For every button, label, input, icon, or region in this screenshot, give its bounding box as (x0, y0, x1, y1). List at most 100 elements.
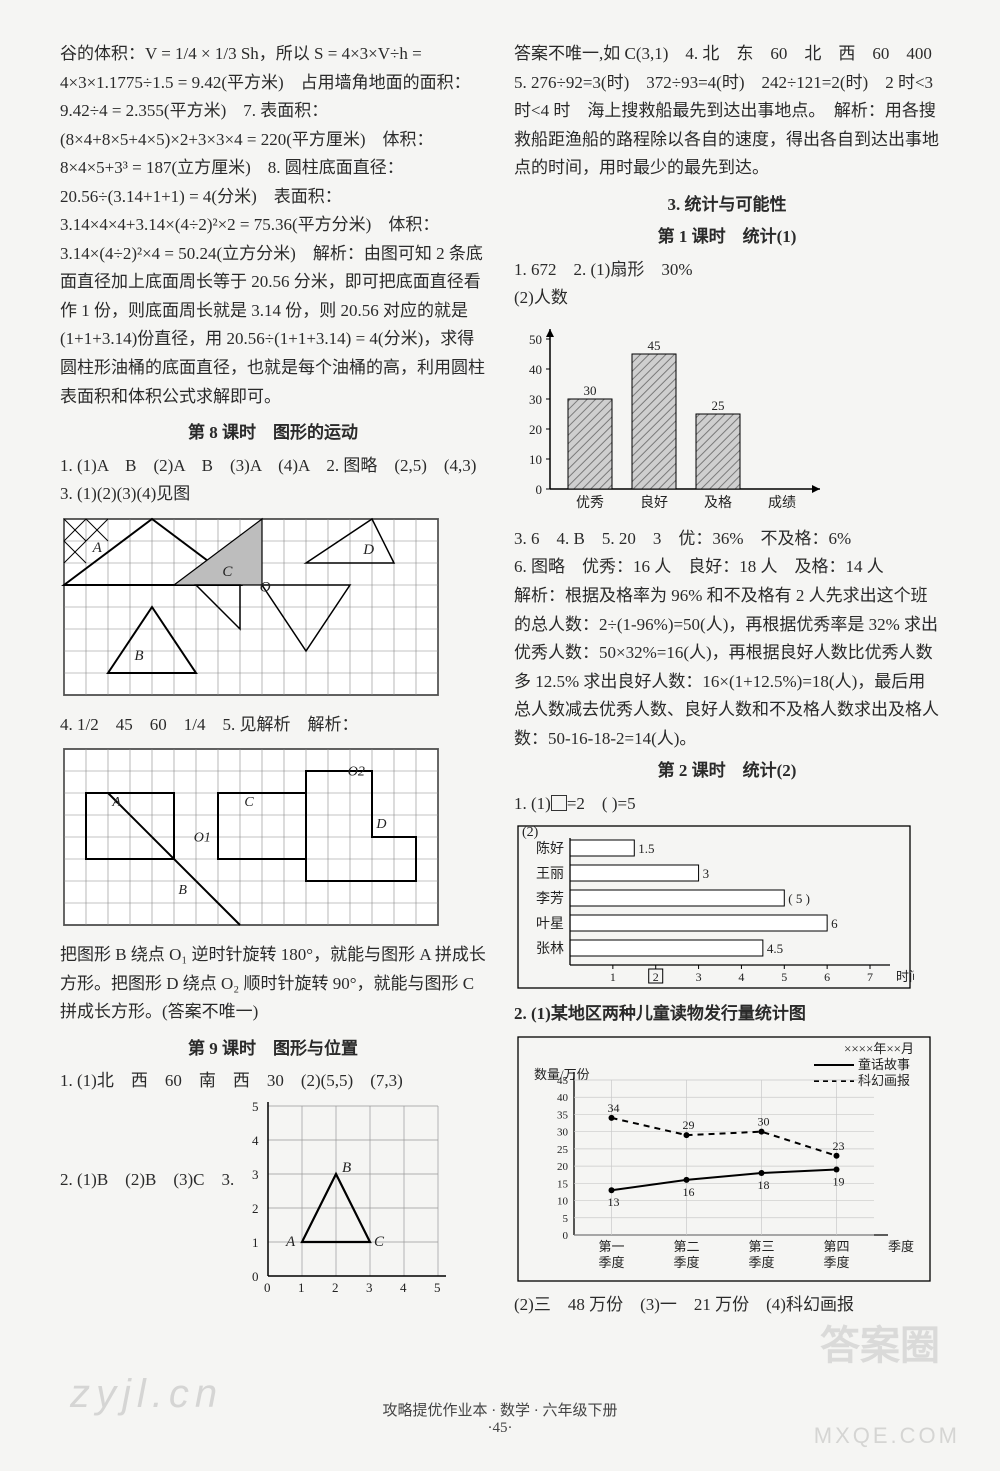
svg-text:40: 40 (557, 1092, 569, 1104)
svg-text:13: 13 (608, 1195, 620, 1209)
svg-text:4: 4 (738, 970, 744, 984)
svg-text:20: 20 (557, 1161, 569, 1173)
lesson-2-title: 第 2 课时 统计(2) (514, 757, 940, 786)
svg-text:10: 10 (557, 1195, 569, 1207)
section-9-title: 第 9 课时 图形与位置 (60, 1035, 486, 1064)
svg-text:D: D (375, 817, 386, 832)
c1-line-2: (2)人数 (514, 284, 940, 313)
svg-text:25: 25 (712, 398, 725, 413)
svg-text:45: 45 (557, 1075, 569, 1087)
svg-text:1: 1 (252, 1235, 259, 1250)
svg-text:B: B (342, 1160, 351, 1176)
footer: 攻略提优作业本 · 数学 · 六年级下册 ·45· (0, 1399, 1000, 1437)
left-column: 谷的体积：V = 1/4 × 1/3 Sh，所以 S = 4×3×V÷h = 4… (60, 40, 486, 1319)
svg-text:第三: 第三 (748, 1239, 774, 1254)
svg-text:6: 6 (824, 970, 830, 984)
svg-text:A: A (92, 540, 103, 556)
svg-text:A: A (111, 795, 121, 810)
s9-answers-1: 1. (1)北 西 60 南 西 30 (2)(5,5) (7,3) (60, 1067, 486, 1096)
svg-text:李芳: 李芳 (536, 890, 564, 907)
c1-line-4: 6. 图略 优秀：16 人 良好：18 人 及格：14 人 (514, 553, 940, 582)
svg-text:良好: 良好 (640, 495, 668, 511)
grid-figure-1: ABCOD (60, 515, 486, 705)
svg-text:5: 5 (563, 1213, 569, 1225)
svg-text:王丽: 王丽 (536, 867, 564, 882)
svg-text:1.5: 1.5 (638, 841, 654, 856)
svg-text:B: B (134, 648, 143, 664)
svg-text:10: 10 (529, 452, 542, 467)
svg-text:季度: 季度 (598, 1255, 624, 1270)
svg-text:4.5: 4.5 (767, 941, 783, 956)
svg-text:25: 25 (557, 1144, 569, 1156)
right-para-1: 答案不唯一,如 C(3,1) 4. 北 东 60 北 西 60 400 5. 2… (514, 40, 940, 183)
svg-text:4: 4 (400, 1280, 407, 1295)
svg-text:7: 7 (867, 970, 873, 984)
section-3-title: 3. 统计与可能性 (514, 191, 940, 220)
svg-text:2: 2 (653, 970, 659, 984)
svg-text:C: C (374, 1234, 385, 1250)
svg-text:C: C (244, 795, 254, 810)
svg-text:5: 5 (434, 1280, 441, 1295)
svg-text:30: 30 (584, 383, 597, 398)
svg-text:0: 0 (252, 1269, 259, 1284)
svg-text:20: 20 (529, 422, 542, 437)
svg-text:D: D (362, 542, 374, 558)
svg-text:2: 2 (252, 1201, 259, 1216)
s8-answers-1: 1. (1)A B (2)A B (3)A (4)A 2. 图略 (2,5) (… (60, 452, 486, 509)
svg-text:18: 18 (758, 1178, 770, 1192)
svg-text:29: 29 (683, 1118, 695, 1132)
right-column: 答案不唯一,如 C(3,1) 4. 北 东 60 北 西 60 400 5. 2… (514, 40, 940, 1319)
left-para-1: 谷的体积：V = 1/4 × 1/3 Sh，所以 S = 4×3×V÷h = 4… (60, 40, 486, 411)
c2-line-1: 1. (1)=2 ( )=5 (514, 790, 940, 819)
svg-text:30: 30 (557, 1127, 569, 1139)
svg-text:××××年××月: ××××年××月 (844, 1041, 914, 1056)
svg-text:第四: 第四 (823, 1239, 849, 1254)
svg-text:陈好: 陈好 (536, 840, 564, 857)
s8-answers-4: 4. 1/2 45 60 1/4 5. 见解析 解析： (60, 711, 486, 740)
svg-text:科幻画报: 科幻画报 (858, 1073, 910, 1088)
svg-text:23: 23 (833, 1139, 845, 1153)
svg-text:19: 19 (833, 1174, 845, 1188)
svg-text:0: 0 (264, 1280, 271, 1295)
svg-text:季度: 季度 (673, 1255, 699, 1270)
svg-text:0: 0 (536, 482, 543, 497)
svg-text:1: 1 (610, 970, 616, 984)
svg-text:及格: 及格 (704, 495, 732, 511)
svg-text:30: 30 (529, 392, 542, 407)
svg-text:16: 16 (683, 1185, 695, 1199)
bar-chart: 0102030405030优秀45良好25及格成绩 (514, 319, 940, 519)
line-chart: ××××年××月童话故事科幻画报数量/万份051015202530354045第… (514, 1035, 940, 1285)
svg-text:40: 40 (529, 362, 542, 377)
svg-text:B: B (178, 883, 187, 898)
svg-text:O: O (260, 579, 271, 595)
svg-text:1: 1 (298, 1280, 305, 1295)
svg-text:张林: 张林 (536, 941, 564, 957)
svg-text:3: 3 (703, 866, 710, 881)
svg-text:2: 2 (332, 1280, 339, 1295)
svg-text:0: 0 (563, 1230, 569, 1242)
svg-text:6: 6 (831, 916, 838, 931)
svg-text:15: 15 (557, 1178, 569, 1190)
svg-text:季度: 季度 (823, 1255, 849, 1270)
svg-text:时间/时: 时间/时 (896, 969, 914, 984)
svg-text:季度: 季度 (888, 1239, 914, 1254)
svg-text:( 5 ): ( 5 ) (788, 891, 810, 906)
svg-text:成绩: 成绩 (768, 495, 796, 511)
s9-answers-2: 2. (1)B (2)B (3)C 3. (60, 1096, 234, 1195)
svg-text:第一: 第一 (598, 1239, 624, 1254)
svg-text:3: 3 (252, 1167, 259, 1182)
lesson-1-title: 第 1 课时 统计(1) (514, 223, 940, 252)
svg-text:30: 30 (758, 1115, 770, 1129)
svg-text:34: 34 (608, 1101, 620, 1115)
svg-text:35: 35 (557, 1109, 569, 1121)
watermark-r1: 答案圈 (820, 1313, 940, 1371)
svg-text:3: 3 (366, 1280, 373, 1295)
svg-text:O1: O1 (194, 831, 211, 846)
c1-line-3: 3. 6 4. B 5. 20 3 优：36% 不及格：6% (514, 525, 940, 554)
svg-text:叶星: 叶星 (536, 916, 564, 932)
svg-text:4: 4 (252, 1133, 259, 1148)
grid-figure-3: 001122334455ABC (242, 1102, 452, 1302)
svg-text:(2): (2) (522, 825, 539, 840)
svg-text:童话故事: 童话故事 (858, 1057, 910, 1072)
c1-line-1: 1. 672 2. (1)扇形 30% (514, 256, 940, 285)
